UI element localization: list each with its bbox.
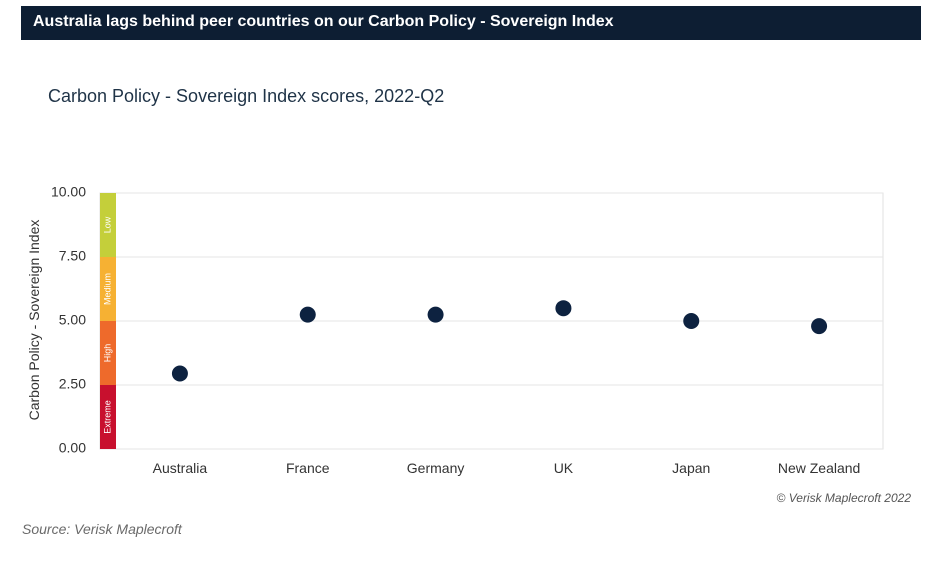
data-point-australia [171, 365, 188, 382]
chart-title: Carbon Policy - Sovereign Index scores, … [48, 86, 445, 106]
risk-band-label: Low [102, 216, 112, 233]
risk-band-low [100, 193, 116, 257]
data-point-france [299, 306, 316, 323]
data-point-uk [555, 300, 572, 317]
x-axis-ticks: Australia France Germany UK Japan New Zealand [153, 460, 861, 476]
y-axis-label: Carbon Policy - Sovereign Index [26, 220, 42, 421]
risk-band-medium [100, 257, 116, 321]
data-point-japan [683, 313, 700, 329]
data-point-new-zealand [811, 318, 828, 335]
risk-band-label: Extreme [102, 400, 112, 434]
risk-band-label: Medium [102, 273, 112, 305]
x-tick-label: France [286, 460, 330, 476]
y-tick-label: 2.50 [59, 376, 86, 392]
x-tick-label: Japan [672, 460, 710, 476]
risk-band-extreme [100, 385, 116, 449]
data-points [171, 300, 828, 382]
y-tick-label: 7.50 [59, 248, 86, 264]
risk-band-label: High [102, 344, 112, 363]
y-axis-ticks: 0.00 2.50 5.00 7.50 10.00 [51, 184, 86, 456]
risk-band-scale: Extreme High Medium Low [100, 193, 116, 449]
copyright-note: © Verisk Maplecroft 2022 [776, 491, 911, 505]
y-tick-label: 10.00 [51, 184, 86, 200]
data-point-germany [427, 306, 444, 323]
chart-banner-title: Australia lags behind peer countries on … [21, 6, 921, 40]
source-note: Source: Verisk Maplecroft [22, 521, 182, 537]
gridlines [99, 192, 884, 450]
risk-band-high [100, 321, 116, 385]
y-tick-label: 0.00 [59, 440, 86, 456]
x-tick-label: UK [554, 460, 574, 476]
y-tick-label: 5.00 [59, 312, 86, 328]
x-tick-label: Australia [153, 460, 208, 476]
x-tick-label: New Zealand [778, 460, 861, 476]
x-tick-label: Germany [407, 460, 465, 476]
